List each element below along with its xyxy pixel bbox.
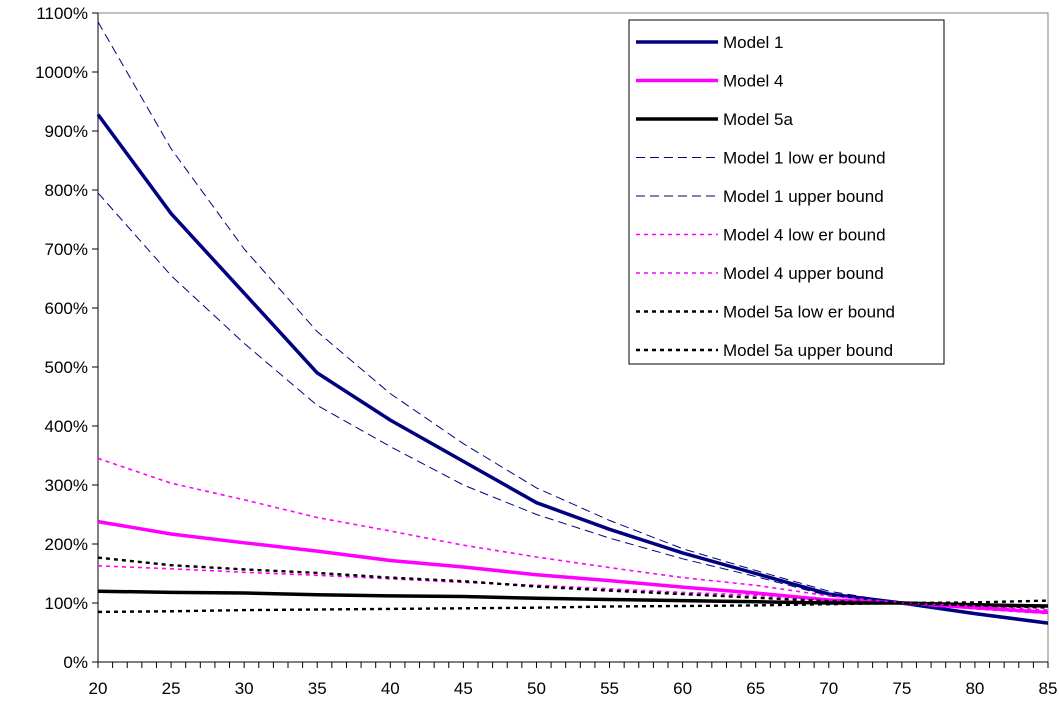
x-tick-label: 40	[381, 679, 400, 698]
axes: 0% 100% 200% 300% 400% 500% 600% 700% 800% 900% 10…	[35, 4, 1057, 698]
y-tick-label: 1000%	[35, 63, 88, 82]
y-tick-label: 400%	[45, 417, 88, 436]
x-tick-label: 50	[527, 679, 546, 698]
series-line	[97, 599, 1049, 614]
x-tick-label: 65	[746, 679, 765, 698]
legend-label: Model 4	[723, 72, 783, 91]
series-lines	[96, 21, 1049, 625]
y-tick-label: 500%	[45, 358, 88, 377]
legend-box	[628, 19, 945, 365]
y-tick-label: 600%	[45, 299, 88, 318]
x-tick-label: 30	[235, 679, 254, 698]
x-tick-label: 85	[1039, 679, 1058, 698]
x-tick-label: 25	[162, 679, 181, 698]
series-line	[97, 556, 1049, 609]
legend-label: Model 5a	[723, 110, 793, 129]
x-tick-label: 55	[600, 679, 619, 698]
y-tick-label: 300%	[45, 476, 88, 495]
legend-label: Model 5a low er bound	[723, 303, 895, 322]
y-tick-label: 100%	[45, 594, 88, 613]
y-tick-label: 1100%	[36, 4, 88, 23]
y-tick-label: 700%	[45, 240, 88, 259]
y-tick-label: 200%	[45, 535, 88, 554]
x-tick-label: 45	[454, 679, 473, 698]
legend: Model 1 Model 4 Model 5a Model 1 low er bou…	[628, 19, 945, 365]
series-line	[97, 21, 1049, 624]
x-tick-label: 20	[89, 679, 108, 698]
x-tick-label: 70	[819, 679, 838, 698]
legend-label: Model 1 upper bound	[723, 187, 884, 206]
legend-label: Model 4 upper bound	[723, 264, 884, 283]
legend-label: Model 1 low er bound	[723, 149, 886, 168]
x-tick-label: 75	[892, 679, 911, 698]
x-tick-label: 60	[673, 679, 692, 698]
y-tick-label: 900%	[45, 122, 88, 141]
legend-label: Model 5a upper bound	[723, 341, 893, 360]
x-tick-label: 35	[308, 679, 327, 698]
legend-label: Model 1	[723, 33, 783, 52]
legend-label: Model 4 low er bound	[723, 226, 886, 245]
y-tick-label: 800%	[45, 181, 88, 200]
x-tick-label: 80	[965, 679, 984, 698]
y-tick-label: 0%	[63, 653, 88, 672]
